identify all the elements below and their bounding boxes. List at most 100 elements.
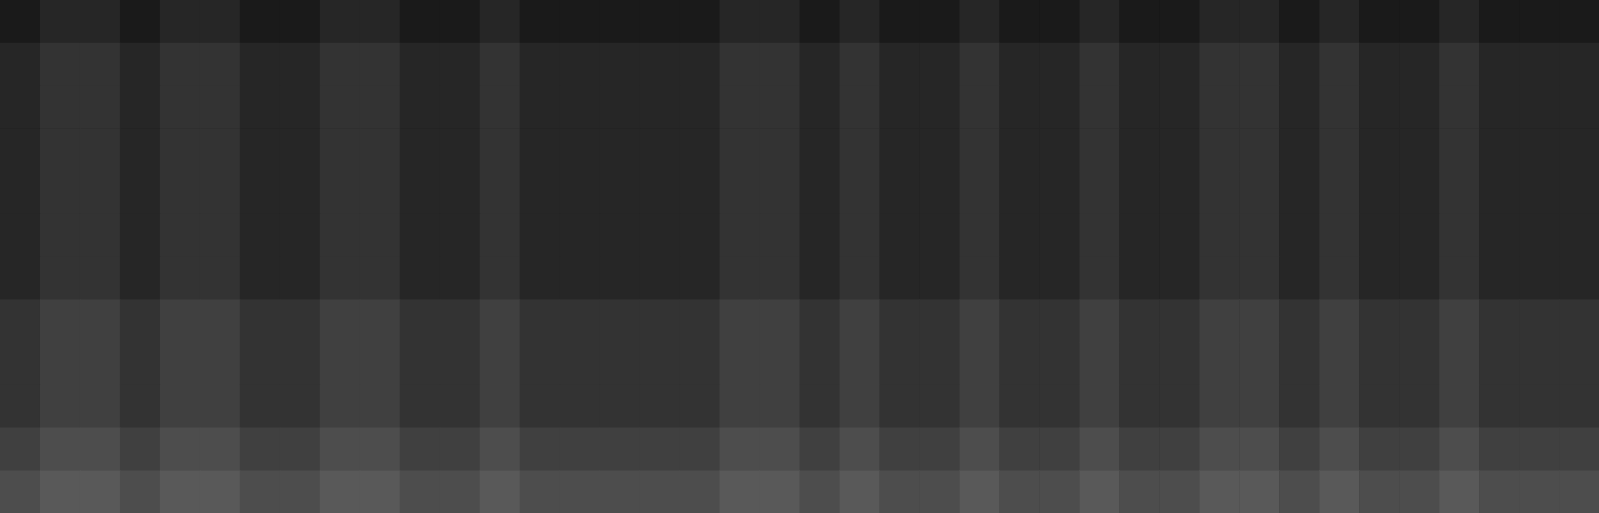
heatmap-cell [40,0,80,43]
heatmap-cell [1239,43,1279,86]
heatmap-cell [1279,342,1319,385]
heatmap-cell [1239,171,1279,214]
heatmap-cell [1399,428,1439,471]
heatmap-cell [1119,428,1159,471]
heatmap-cell [1119,299,1159,342]
heatmap-cell [320,0,360,43]
heatmap-cell [1519,428,1559,471]
heatmap-cell [320,299,360,342]
heatmap-cell [720,470,760,513]
heatmap-cell [160,0,200,43]
heatmap-cell [879,0,919,43]
heatmap-cell [1239,86,1279,129]
heatmap-cell [0,86,40,129]
heatmap-cell [320,470,360,513]
heatmap-cell [440,86,480,129]
heatmap-cell [1479,214,1519,257]
heatmap-cell [1359,43,1399,86]
heatmap-cell [839,0,879,43]
heatmap-cell [1399,214,1439,257]
heatmap-cell [800,171,840,214]
heatmap-cell [959,299,999,342]
heatmap-cell [360,299,400,342]
heatmap-cell [360,385,400,428]
heatmap-cell [360,128,400,171]
heatmap-cell [160,43,200,86]
heatmap-cell [1439,214,1479,257]
heatmap-cell [520,257,560,300]
heatmap-cell [1079,0,1119,43]
heatmap-cell [1199,428,1239,471]
heatmap-cell [80,385,120,428]
heatmap-cell [1199,385,1239,428]
heatmap-cell [440,385,480,428]
heatmap-cell [1079,86,1119,129]
heatmap-cell [200,342,240,385]
heatmap-cell [839,214,879,257]
heatmap-cell [760,470,800,513]
heatmap-cell [1159,43,1199,86]
heatmap-cell [240,257,280,300]
heatmap-cell [1039,385,1079,428]
heatmap-cell [1479,299,1519,342]
heatmap-cell [80,428,120,471]
heatmap-cell [1239,385,1279,428]
heatmap-cell [240,43,280,86]
heatmap-cell [360,0,400,43]
heatmap-cell [1279,299,1319,342]
heatmap-cell [1399,342,1439,385]
heatmap-cell [120,299,160,342]
heatmap-cell [1199,342,1239,385]
heatmap-cell [360,86,400,129]
heatmap-cell [680,342,720,385]
heatmap-cell [760,214,800,257]
heatmap-cell [919,342,959,385]
heatmap-cell [600,86,640,129]
heatmap-cell [720,128,760,171]
heatmap-cell [1399,257,1439,300]
heatmap-cell [800,86,840,129]
heatmap-cell [1359,257,1399,300]
heatmap-cell [160,86,200,129]
heatmap-cell [879,385,919,428]
heatmap-cell [839,299,879,342]
heatmap-cell [1479,257,1519,300]
heatmap-cell [919,428,959,471]
heatmap-cell [1319,385,1359,428]
heatmap-cell [999,299,1039,342]
heatmap-cell [1519,299,1559,342]
heatmap-cell [1479,86,1519,129]
heatmap-cell [1399,128,1439,171]
heatmap-cell [560,86,600,129]
heatmap-cell [1559,299,1599,342]
heatmap-cell [200,0,240,43]
heatmap-cell [360,342,400,385]
heatmap-cell [1399,299,1439,342]
heatmap-cell [400,86,440,129]
heatmap-cell [720,257,760,300]
heatmap-cell [919,257,959,300]
heatmap-cell [600,128,640,171]
heatmap-cell [160,128,200,171]
heatmap-cell [1279,0,1319,43]
heatmap-cell [560,299,600,342]
heatmap-cell [280,128,320,171]
heatmap-cell [680,128,720,171]
heatmap-cell [520,214,560,257]
heatmap-cell [1159,428,1199,471]
heatmap-cell [1079,428,1119,471]
heatmap-cell [1079,214,1119,257]
heatmap-cell [1559,43,1599,86]
heatmap-cell [240,385,280,428]
heatmap-cell [1239,428,1279,471]
heatmap-cell [839,342,879,385]
heatmap-cell [160,428,200,471]
heatmap-cell [400,299,440,342]
heatmap-cell [640,171,680,214]
heatmap-cell [760,0,800,43]
heatmap-cell [440,299,480,342]
heatmap-cell [760,86,800,129]
heatmap-cell [600,342,640,385]
heatmap-cell [120,428,160,471]
heatmap-cell [919,299,959,342]
